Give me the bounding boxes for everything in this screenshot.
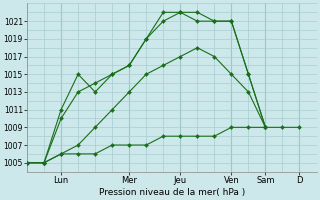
X-axis label: Pression niveau de la mer( hPa ): Pression niveau de la mer( hPa ) [99, 188, 245, 197]
